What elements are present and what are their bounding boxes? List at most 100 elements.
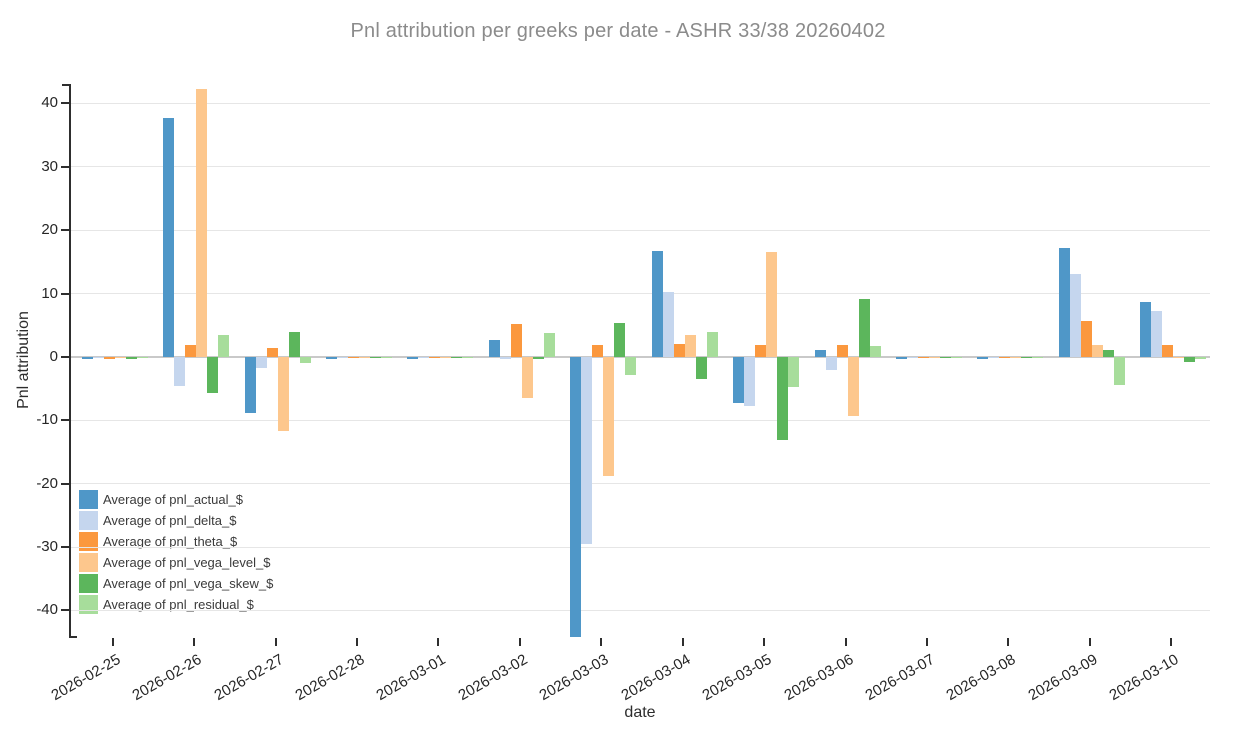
bar[interactable]: [185, 344, 197, 357]
bar[interactable]: [1091, 345, 1103, 357]
bar[interactable]: [196, 88, 208, 357]
legend-item[interactable]: Average of pnl_delta_$: [79, 510, 273, 531]
bar[interactable]: [543, 333, 555, 357]
bar[interactable]: [1195, 356, 1207, 360]
bar[interactable]: [407, 356, 419, 359]
bar[interactable]: [136, 356, 148, 359]
bar[interactable]: [103, 356, 115, 359]
bar[interactable]: [218, 334, 230, 357]
bar[interactable]: [951, 356, 962, 359]
y-tick-mark: [61, 229, 70, 232]
y-tick-label: 40: [41, 94, 58, 112]
bar[interactable]: [869, 346, 881, 357]
bar[interactable]: [988, 356, 1000, 359]
bar[interactable]: [744, 356, 756, 407]
bar[interactable]: [1113, 356, 1125, 385]
bar[interactable]: [1173, 356, 1185, 359]
bar[interactable]: [499, 356, 511, 359]
bar[interactable]: [603, 356, 615, 477]
bar[interactable]: [706, 331, 718, 357]
bar[interactable]: [1080, 320, 1092, 357]
bar[interactable]: [125, 356, 137, 359]
bar[interactable]: [625, 356, 637, 376]
bar[interactable]: [521, 356, 533, 399]
bar[interactable]: [462, 356, 474, 359]
bar[interactable]: [1151, 310, 1163, 357]
legend-item[interactable]: Average of pnl_actual_$: [79, 489, 273, 510]
legend-item[interactable]: Average of pnl_theta_$: [79, 531, 273, 552]
bar[interactable]: [326, 356, 337, 359]
gridline: [70, 483, 1210, 485]
bar[interactable]: [733, 356, 745, 403]
bar[interactable]: [929, 356, 940, 359]
bar[interactable]: [570, 356, 582, 637]
bar[interactable]: [418, 356, 430, 359]
bar[interactable]: [532, 356, 544, 360]
bar[interactable]: [288, 331, 300, 357]
bar[interactable]: [348, 356, 359, 359]
bar[interactable]: [777, 356, 789, 440]
bar[interactable]: [651, 251, 663, 357]
bar[interactable]: [1058, 247, 1070, 357]
bar[interactable]: [451, 356, 463, 359]
bar[interactable]: [1140, 301, 1152, 357]
bar[interactable]: [92, 356, 104, 359]
bar[interactable]: [896, 356, 907, 359]
bar[interactable]: [836, 345, 848, 357]
bar[interactable]: [755, 345, 767, 357]
bar[interactable]: [858, 299, 870, 357]
x-tick-mark: [1170, 638, 1173, 646]
bar[interactable]: [255, 356, 267, 369]
bar[interactable]: [918, 356, 929, 359]
bar[interactable]: [1069, 274, 1081, 357]
bar[interactable]: [766, 252, 778, 357]
legend-item[interactable]: Average of pnl_residual_$: [79, 594, 273, 615]
bar[interactable]: [788, 356, 800, 387]
bar[interactable]: [1021, 356, 1033, 359]
bar[interactable]: [825, 356, 837, 371]
bar[interactable]: [299, 356, 311, 363]
legend-item[interactable]: Average of pnl_vega_skew_$: [79, 573, 273, 594]
legend-item[interactable]: Average of pnl_vega_level_$: [79, 552, 273, 573]
bar[interactable]: [429, 356, 441, 359]
bar[interactable]: [174, 356, 186, 387]
bar[interactable]: [592, 344, 604, 357]
bar[interactable]: [814, 349, 826, 357]
bar[interactable]: [673, 343, 685, 357]
y-axis-bottom-cap: [70, 636, 77, 638]
bar[interactable]: [440, 356, 452, 359]
bar[interactable]: [381, 356, 392, 359]
bar[interactable]: [81, 356, 93, 359]
bar[interactable]: [614, 322, 626, 357]
bar[interactable]: [695, 356, 707, 380]
legend-swatch: [79, 532, 98, 551]
bar[interactable]: [940, 356, 951, 359]
bar[interactable]: [999, 356, 1011, 359]
bar[interactable]: [1102, 349, 1114, 357]
bar[interactable]: [847, 356, 859, 417]
bar[interactable]: [359, 356, 370, 359]
bar[interactable]: [207, 356, 219, 393]
bar[interactable]: [488, 340, 500, 357]
bar[interactable]: [337, 356, 348, 359]
bar[interactable]: [662, 291, 674, 357]
bar[interactable]: [1184, 356, 1196, 362]
bar[interactable]: [1162, 344, 1174, 357]
bar[interactable]: [244, 356, 256, 413]
bar[interactable]: [163, 117, 175, 357]
bar[interactable]: [370, 356, 381, 359]
bar[interactable]: [1032, 356, 1044, 359]
bar[interactable]: [907, 356, 918, 359]
x-tick-label: 2026-03-08: [943, 651, 1019, 705]
x-tick-label: 2026-03-09: [1025, 651, 1101, 705]
bar[interactable]: [684, 335, 696, 357]
bar[interactable]: [114, 356, 126, 359]
bar[interactable]: [266, 348, 278, 357]
bar[interactable]: [510, 323, 522, 357]
bar[interactable]: [977, 356, 989, 359]
bar[interactable]: [277, 356, 289, 432]
bar[interactable]: [581, 356, 593, 544]
bar[interactable]: [1010, 356, 1022, 359]
legend-swatch: [79, 595, 98, 614]
y-axis-spine: [69, 84, 71, 638]
